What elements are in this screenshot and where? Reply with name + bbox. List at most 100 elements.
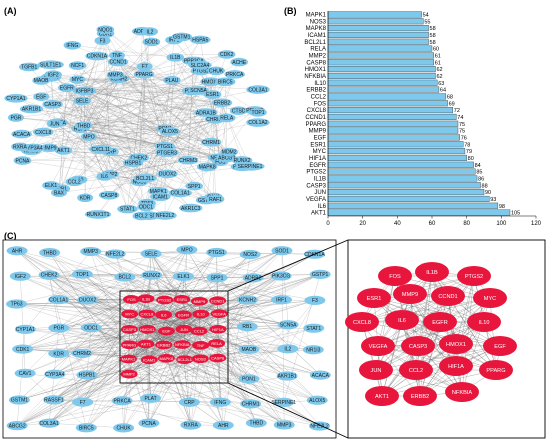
node-shape [403, 386, 437, 406]
node-esr1: ESR1 [203, 90, 222, 99]
edge [78, 149, 101, 180]
node-label: PON1 [242, 377, 256, 383]
edge [147, 329, 321, 376]
node-shape [132, 211, 151, 221]
node-label: STAT1 [120, 207, 135, 213]
node-label: CXCL8 [35, 130, 51, 136]
edge [83, 112, 206, 126]
category-label-esr1: ESR1 [310, 142, 326, 148]
node-shape [77, 295, 99, 305]
node-label: MMP3 [83, 249, 98, 255]
x-tick-label-20: 20 [359, 221, 366, 227]
node-ccnd1: CCND1 [107, 57, 129, 67]
node-sod1: SOD1 [271, 246, 293, 256]
edge [17, 249, 188, 426]
node-shape [431, 286, 465, 306]
node-chuk: CHUK [207, 66, 225, 76]
node-shape [13, 156, 32, 165]
hub-node-hmox1: HMOX1 [138, 324, 156, 334]
edge [381, 321, 441, 397]
node-plat: PLAT [140, 393, 162, 403]
edge [187, 60, 194, 161]
edge [200, 324, 289, 359]
node-shape [194, 108, 218, 117]
hub-node-vegfa: VEGFA [210, 309, 228, 319]
edge [150, 253, 182, 300]
edge [54, 327, 92, 375]
edge [166, 358, 251, 404]
edge [105, 29, 206, 113]
node-label: ABCG2 [218, 156, 235, 162]
value-label-bcl2l1: 58 [430, 40, 436, 46]
node-shape [137, 202, 155, 212]
value-label-ccnd1: 74 [457, 115, 463, 121]
node-col1a1: COL1A1 [168, 188, 192, 198]
node-shape [6, 246, 28, 256]
node-label: KCNH2 [110, 77, 127, 83]
node-ccl2: CCL2 [65, 177, 84, 187]
edge [149, 359, 249, 379]
edge [373, 297, 497, 371]
node-label: MPO [83, 134, 95, 140]
node-thbd: THBD [245, 418, 267, 428]
node-label: HMOX1 [202, 79, 220, 85]
node-label: BCL2L1 [136, 176, 154, 182]
node-shape [68, 61, 87, 70]
hub-node-il6: IL6 [155, 310, 173, 320]
node-cyp3a4: CYP3A4 [44, 369, 66, 379]
edge [127, 173, 168, 210]
bar-mapk1 [327, 11, 422, 18]
node-label: CCND1 [109, 60, 126, 66]
category-label-hmox1: HMOX1 [305, 67, 327, 73]
node-label: NFE2L2 [310, 424, 329, 430]
node-label: EGF [162, 329, 171, 334]
value-label-mmp2: 61 [435, 53, 441, 59]
node-label: EGFR [178, 312, 189, 317]
edge [145, 343, 201, 359]
node-label: CAV1 [19, 371, 32, 377]
edge [81, 298, 146, 354]
edge [164, 119, 216, 216]
node-shape [74, 121, 93, 130]
node-label: PIK3CG [272, 274, 290, 280]
edge [54, 31, 143, 124]
node-shape [119, 354, 137, 364]
node-tnf: TNF [109, 51, 126, 60]
edge [146, 252, 217, 314]
node-label: IRF1 [169, 38, 180, 44]
node-label: ADRA1B [196, 110, 217, 116]
category-label-mapk8: MAPK8 [306, 26, 327, 32]
node-label: CHUK [117, 426, 132, 432]
node-shape [277, 344, 299, 354]
edge [283, 274, 321, 403]
node-label: RXRA [184, 423, 199, 429]
bar-bcl2l1 [327, 38, 429, 45]
edge [200, 345, 251, 404]
edge [217, 357, 288, 377]
edge [15, 94, 213, 118]
edge [87, 299, 183, 345]
node-label: IGF2 [15, 274, 26, 280]
edge [51, 66, 145, 78]
node-label: ELK1 [45, 183, 57, 189]
category-label-nos3: NOS3 [310, 19, 327, 25]
edge [181, 299, 217, 344]
edge [78, 152, 167, 180]
edge [80, 110, 255, 129]
node-shape [302, 345, 324, 355]
node-label: RASSF1 [44, 398, 64, 404]
category-label-myc: MYC [313, 149, 327, 155]
node-cdk2: CDK2 [217, 50, 236, 59]
edge [189, 358, 201, 403]
bar-rela [327, 45, 433, 52]
category-label-il1b: IL1B [314, 176, 326, 182]
edge [19, 343, 217, 401]
node-label: CASP8 [101, 193, 118, 199]
bar-icam1 [327, 31, 429, 38]
node-label: ELK1 [177, 274, 189, 280]
node-label: STAT1 [306, 326, 321, 332]
edge [221, 102, 243, 161]
value-label-erbb2: 64 [440, 88, 446, 94]
edge [200, 358, 224, 426]
node-serpine1: SERPINE1 [235, 162, 265, 171]
